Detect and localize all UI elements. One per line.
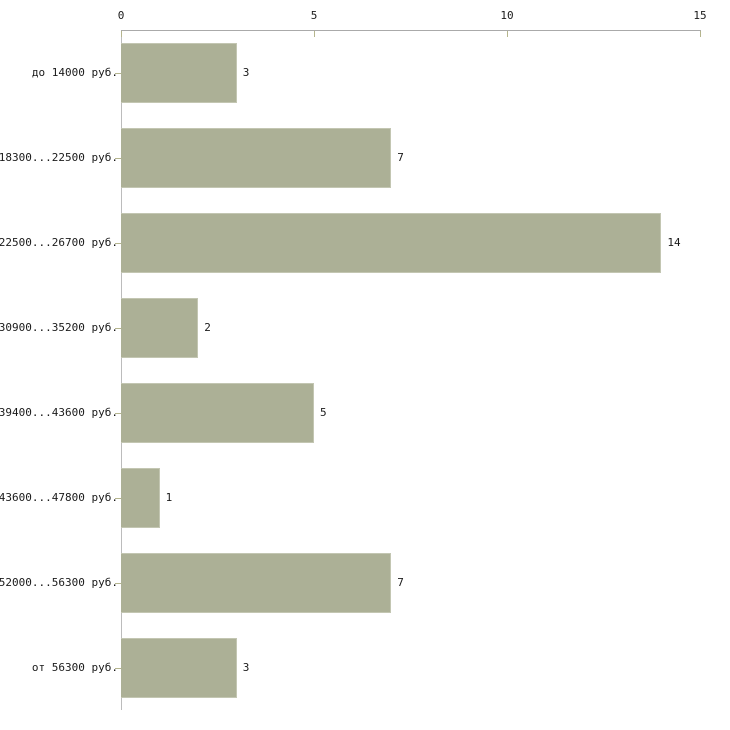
y-tick-mark	[115, 498, 121, 499]
x-tick-mark	[314, 31, 315, 37]
x-axis-line	[121, 30, 701, 31]
bar[interactable]	[121, 213, 662, 273]
bar[interactable]	[121, 128, 392, 188]
category-label: 18300...22500 руб.	[0, 151, 118, 164]
bar-value-label: 2	[204, 321, 211, 334]
category-label: 52000...56300 руб.	[0, 576, 118, 589]
x-tick-label: 10	[500, 9, 514, 22]
bar-value-label: 3	[242, 661, 250, 674]
category-label: до 14000 руб.	[31, 66, 118, 79]
bar[interactable]	[121, 638, 237, 698]
bar-value-label: 14	[667, 236, 681, 249]
bar[interactable]	[121, 468, 160, 528]
y-tick-mark	[115, 328, 121, 329]
category-label: 39400...43600 руб.	[0, 406, 118, 419]
y-tick-mark	[115, 243, 121, 244]
y-tick-mark	[115, 73, 121, 74]
category-label: от 56300 руб.	[31, 661, 118, 674]
bar-value-label: 7	[397, 576, 404, 589]
x-tick-mark	[121, 31, 122, 37]
x-tick-label: 0	[117, 9, 125, 22]
bar[interactable]	[121, 383, 314, 443]
bar[interactable]	[121, 553, 392, 613]
y-tick-mark	[115, 583, 121, 584]
bar-value-label: 3	[242, 66, 250, 79]
category-label: 22500...26700 руб.	[0, 236, 118, 249]
bar-value-label: 5	[320, 406, 327, 419]
category-label: 30900...35200 руб.	[0, 321, 118, 334]
x-tick-label: 15	[693, 9, 707, 22]
bar[interactable]	[121, 43, 237, 103]
bar-value-label: 1	[165, 491, 173, 504]
y-tick-mark	[115, 158, 121, 159]
y-tick-mark	[115, 668, 121, 669]
x-tick-mark	[700, 31, 701, 37]
bar-value-label: 7	[397, 151, 404, 164]
category-label: 43600...47800 руб.	[0, 491, 118, 504]
bar[interactable]	[121, 298, 199, 358]
y-tick-mark	[115, 413, 121, 414]
x-tick-label: 5	[310, 9, 318, 22]
y-axis-line	[121, 31, 122, 710]
x-tick-mark	[507, 31, 508, 37]
